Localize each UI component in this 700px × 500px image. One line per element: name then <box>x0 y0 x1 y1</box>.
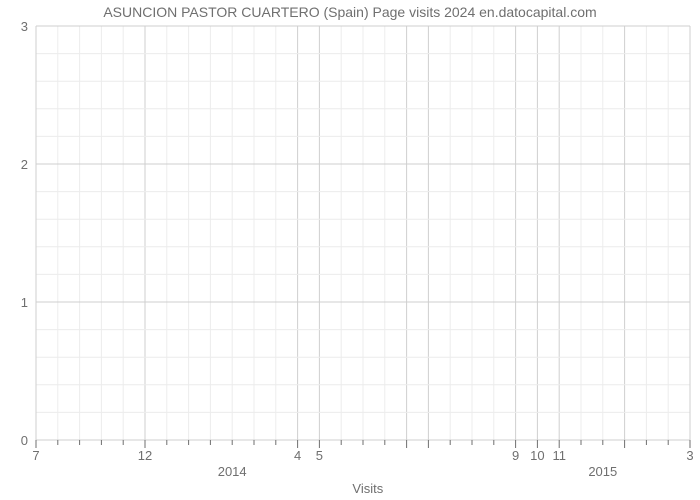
x-tick-label: 12 <box>130 448 160 463</box>
y-tick-label: 0 <box>4 433 28 448</box>
legend-label: Visits <box>352 481 383 496</box>
legend-marker <box>317 484 345 494</box>
x-tick-label: 11 <box>544 448 574 463</box>
x-tick-label: 7 <box>21 448 51 463</box>
x-group-label: 2014 <box>202 464 262 479</box>
x-group-label: 2015 <box>573 464 633 479</box>
x-tick-label: 3 <box>675 448 700 463</box>
y-tick-label: 2 <box>4 157 28 172</box>
legend: Visits <box>0 480 700 496</box>
y-tick-label: 1 <box>4 295 28 310</box>
chart-svg <box>0 0 700 500</box>
x-tick-label: 5 <box>304 448 334 463</box>
y-tick-label: 3 <box>4 19 28 34</box>
